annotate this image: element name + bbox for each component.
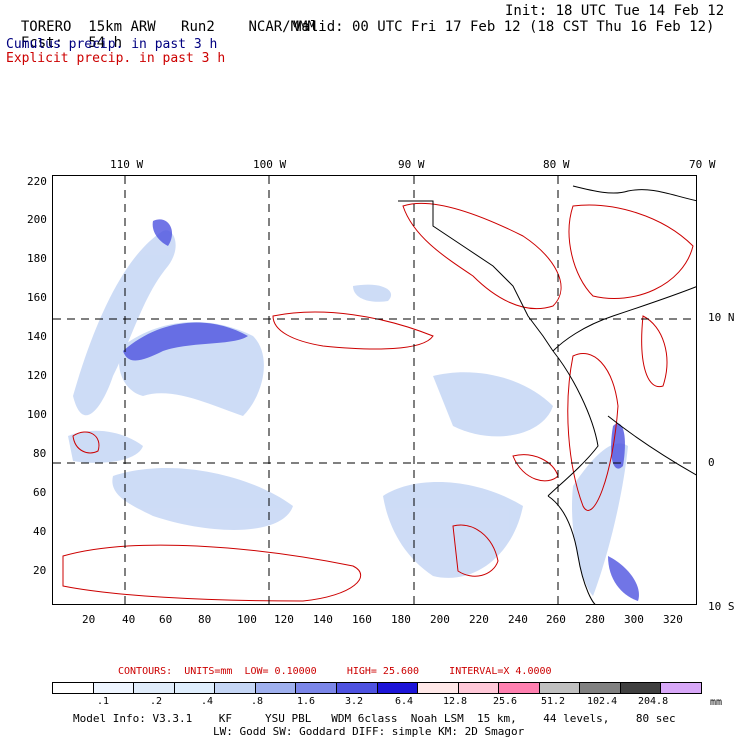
colorbar-label: .1 (97, 696, 110, 707)
colorbar-label: 102.4 (587, 696, 618, 707)
colorbar-swatch-13 (580, 683, 621, 693)
contours-high: HIGH= 25.600 (346, 666, 420, 677)
colorbar-swatch-4 (215, 683, 256, 693)
y-tick: 100 (27, 408, 47, 421)
x-tick: 260 (546, 613, 566, 626)
valid-time: Valid: 00 UTC Fri 17 Feb 12 (18 CST Thu … (293, 19, 715, 35)
y-tick: 140 (27, 330, 47, 343)
colorbar-swatch-11 (499, 683, 540, 693)
colorbar-label: .4 (201, 696, 214, 707)
model-org: NCAR/MMM (248, 19, 316, 35)
model-resolution: 15km ARW (88, 19, 156, 35)
colorbar-label: .8 (251, 696, 264, 707)
lon-label-110w: 110 W (110, 158, 144, 171)
colorbar-swatch-1 (93, 683, 135, 693)
y-tick: 180 (27, 252, 47, 265)
colorbar-swatch-5 (255, 683, 297, 693)
x-tick: 80 (198, 613, 212, 626)
colorbar-swatch-3 (174, 683, 216, 693)
x-tick: 320 (663, 613, 683, 626)
lon-label-70w: 70 W (689, 158, 716, 171)
x-tick: 240 (508, 613, 528, 626)
legend-explicit: Explicit precip. in past 3 h (6, 51, 226, 66)
colorbar-swatch-2 (134, 683, 175, 693)
colorbar-swatch-0 (53, 683, 94, 693)
y-tick: 80 (33, 447, 47, 460)
colorbar-swatch-9 (418, 683, 459, 693)
colorbar-label: 25.6 (493, 696, 518, 707)
x-tick: 200 (430, 613, 450, 626)
colorbar-label: 12.8 (443, 696, 468, 707)
y-tick: 220 (27, 175, 47, 188)
model-name: TORERO (20, 19, 72, 35)
lon-label-90w: 90 W (398, 158, 425, 171)
x-tick: 40 (122, 613, 136, 626)
y-tick: 20 (33, 564, 47, 577)
physics-info-line: LW: Godd SW: Goddard DIFF: simple KM: 2D… (213, 725, 525, 738)
colorbar-swatch-10 (458, 683, 500, 693)
y-tick: 60 (33, 486, 47, 499)
y-tick: 200 (27, 213, 47, 226)
contours-label: CONTOURS: (118, 666, 173, 677)
precip-map (52, 175, 697, 605)
forecast-value: 54 h (88, 35, 123, 51)
forecast-label: Fcst: (20, 35, 64, 51)
contours-low: LOW= 0.10000 (244, 666, 317, 677)
colorbar-swatch-15 (661, 683, 701, 693)
x-tick: 100 (237, 613, 257, 626)
y-tick: 40 (33, 525, 47, 538)
lat-label-0: 0 (708, 456, 715, 469)
colorbar-label: 6.4 (395, 696, 414, 707)
colorbar-swatch-7 (336, 683, 378, 693)
cumulus-precip-field (68, 230, 628, 596)
colorbar-label: .2 (150, 696, 163, 707)
cumulus-precip-core (123, 219, 639, 601)
colorbar (52, 682, 702, 694)
header-line-2: Fcst: 54 h (4, 19, 122, 51)
colorbar-swatch-6 (296, 683, 337, 693)
graticule (53, 176, 696, 604)
x-tick: 20 (82, 613, 96, 626)
colorbar-label: 51.2 (541, 696, 566, 707)
precip-map-canvas (53, 176, 696, 604)
colorbar-swatch-8 (377, 683, 419, 693)
x-tick: 160 (352, 613, 372, 626)
x-tick: 140 (313, 613, 333, 626)
x-tick: 120 (274, 613, 294, 626)
legend-cumulus: Cumulus precip. in past 3 h (6, 37, 218, 52)
contours-units: UNITS=mm (184, 666, 233, 677)
y-tick: 120 (27, 369, 47, 382)
explicit-precip-contours (62, 202, 694, 602)
colorbar-swatch-12 (539, 683, 581, 693)
colorbar-unit: mm (710, 697, 723, 708)
lon-label-100w: 100 W (253, 158, 287, 171)
x-tick: 300 (624, 613, 644, 626)
x-tick: 220 (469, 613, 489, 626)
model-info-line: Model Info: V3.3.1 KF YSU PBL WDM 6class… (73, 712, 676, 725)
colorbar-label: 3.2 (345, 696, 364, 707)
coastlines (398, 185, 696, 604)
contours-interval: INTERVAL=X 4.0000 (449, 666, 552, 677)
colorbar-label: 1.6 (297, 696, 316, 707)
colorbar-swatch-14 (620, 683, 662, 693)
header-line-1: TORERO 15km ARW Run2 NCAR/MMM (4, 3, 316, 35)
lat-label-10n: 10 N (708, 311, 735, 324)
contours-info: CONTOURS: UNITS=mm LOW= 0.10000 HIGH= 25… (118, 666, 552, 677)
x-tick: 60 (159, 613, 173, 626)
x-tick: 180 (391, 613, 411, 626)
colorbar-label: 204.8 (638, 696, 669, 707)
lat-label-10s: 10 S (708, 600, 735, 613)
x-tick: 280 (585, 613, 605, 626)
y-tick: 160 (27, 291, 47, 304)
lon-label-80w: 80 W (543, 158, 570, 171)
init-time: Init: 18 UTC Tue 14 Feb 12 (505, 3, 725, 19)
model-run: Run2 (181, 19, 215, 35)
